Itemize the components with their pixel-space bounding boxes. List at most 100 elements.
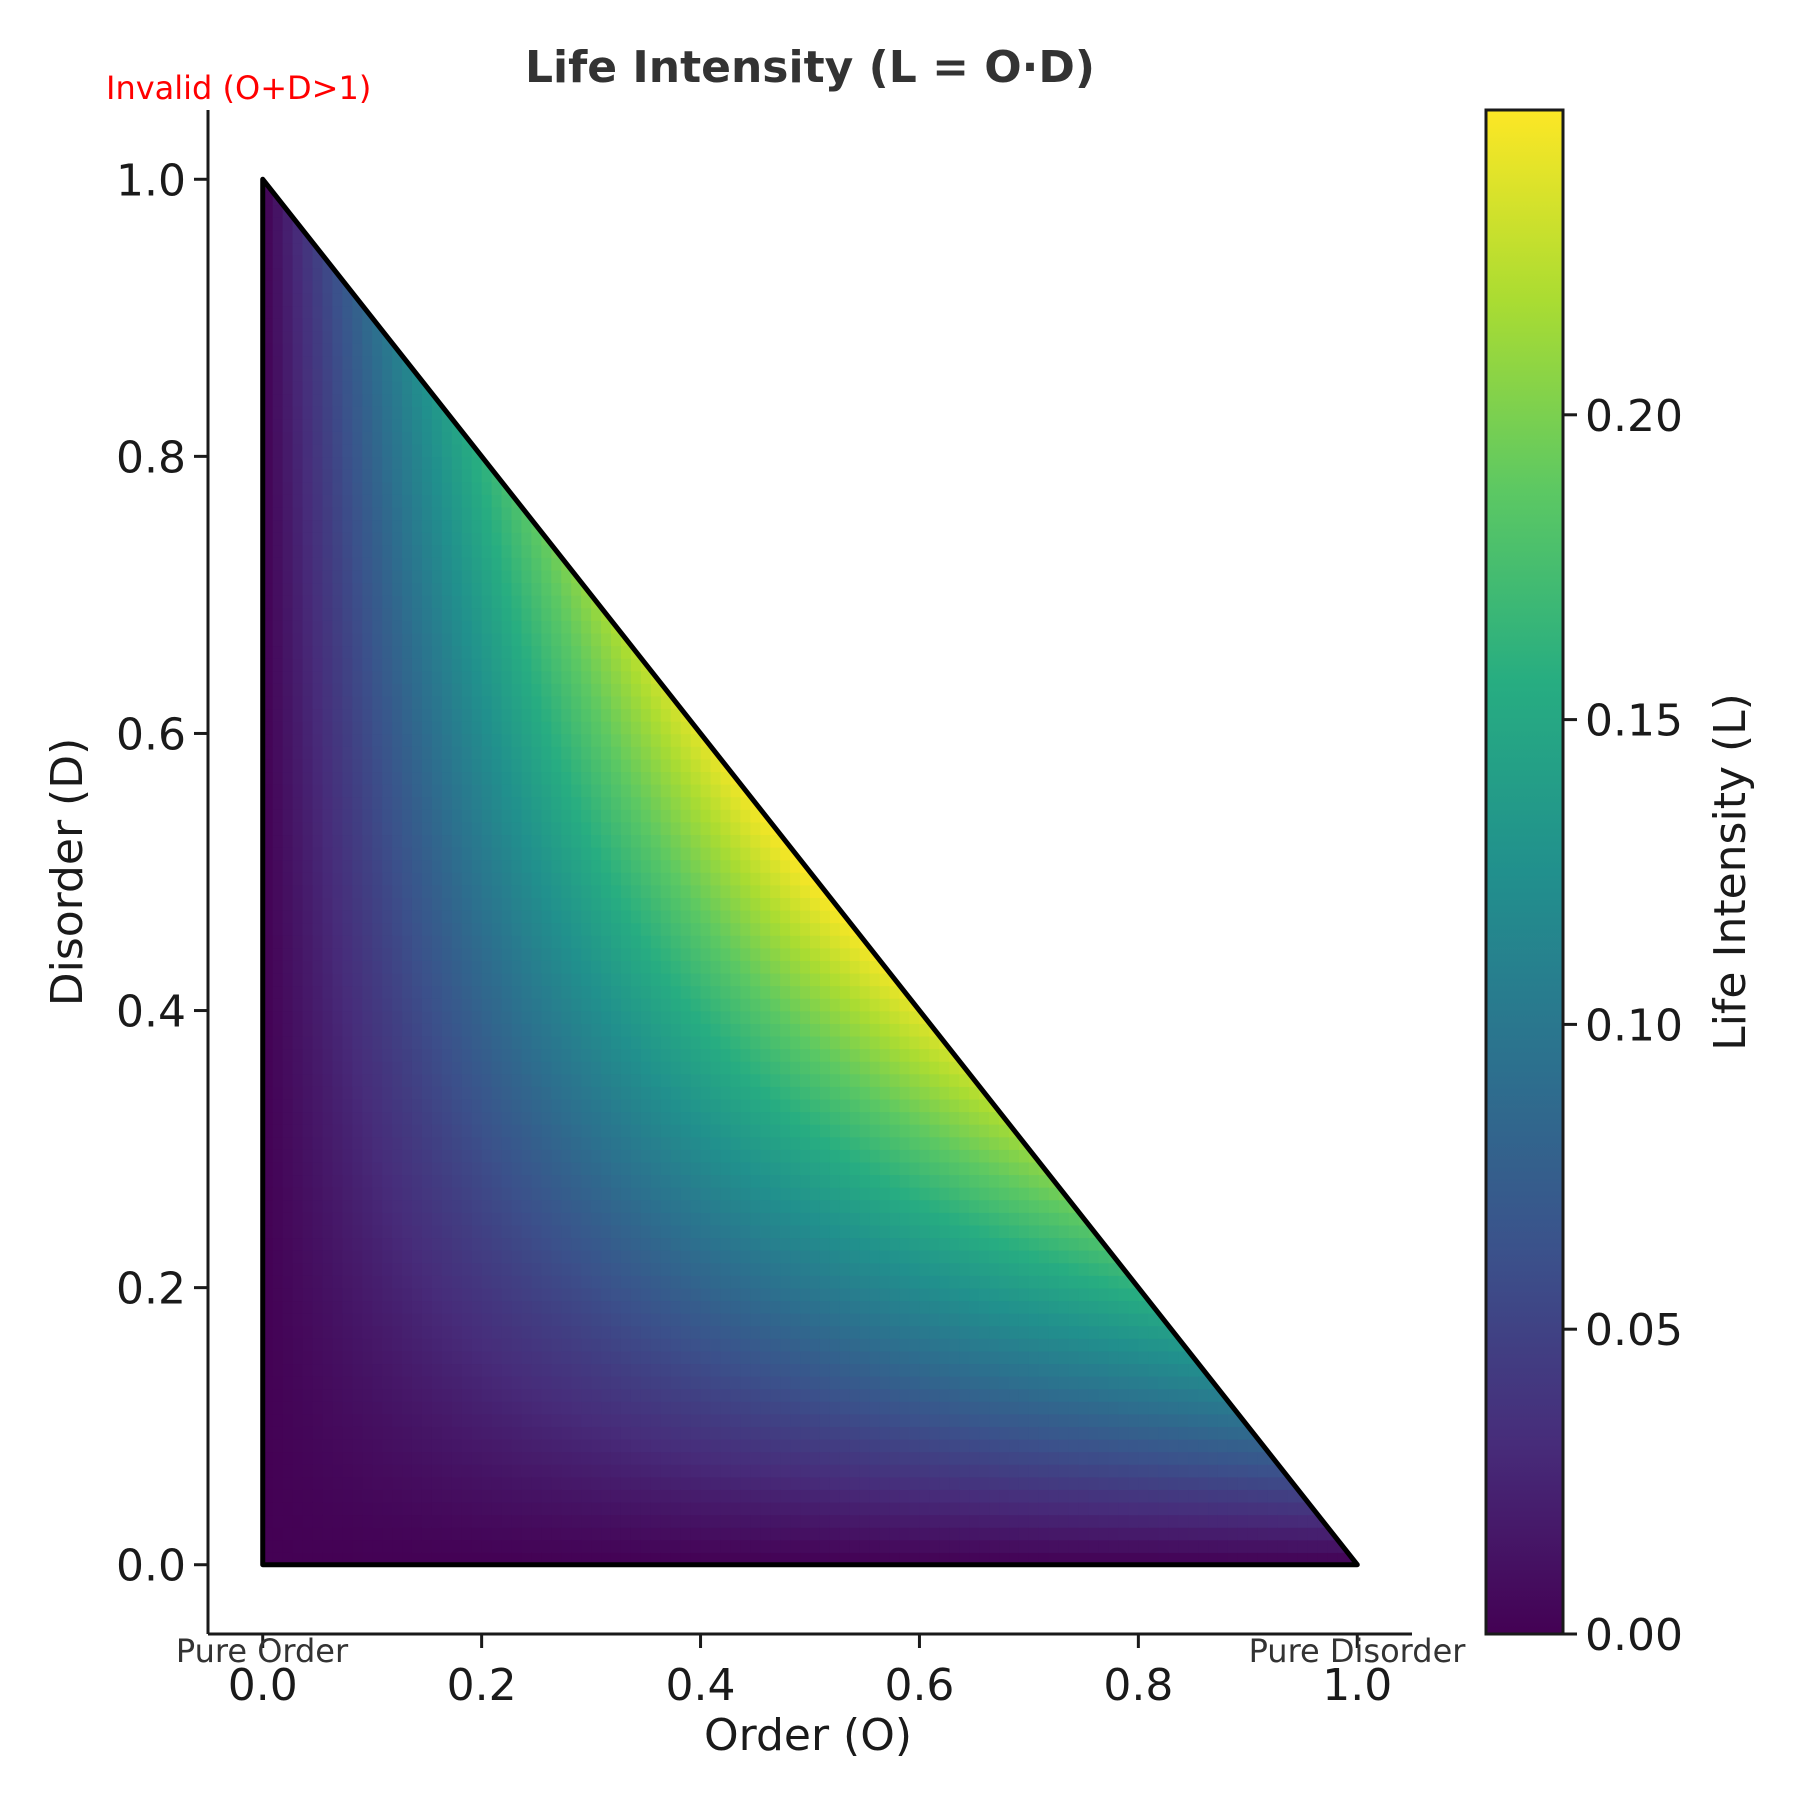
heatmap-cell	[332, 1438, 344, 1453]
heatmap-cell	[262, 557, 274, 571]
heatmap-cell	[441, 796, 453, 810]
heatmap-cell	[790, 1212, 801, 1226]
heatmap-cell	[561, 1312, 572, 1327]
heatmap-cell	[601, 1174, 612, 1188]
heatmap-cell	[292, 506, 304, 521]
heatmap-cell	[770, 1275, 781, 1289]
heatmap-cell	[322, 1325, 334, 1339]
heatmap-cell	[581, 607, 592, 621]
heatmap-cell	[382, 620, 393, 634]
heatmap-cell	[640, 1526, 652, 1541]
heatmap-cell	[272, 1136, 284, 1150]
heatmap-cell	[551, 783, 563, 798]
heatmap-cell	[491, 972, 503, 987]
heatmap-cell	[382, 431, 393, 445]
heatmap-cell	[411, 1501, 423, 1516]
heatmap-cell	[322, 393, 334, 407]
heatmap-cell	[262, 1186, 274, 1201]
heatmap-cell	[849, 1438, 861, 1453]
heatmap-cell	[431, 1375, 443, 1390]
heatmap-cell	[332, 1199, 344, 1213]
heatmap-cell	[601, 1199, 612, 1213]
heatmap-cell	[810, 1501, 821, 1516]
heatmap-cell	[700, 997, 712, 1012]
heatmap-cell	[859, 1249, 871, 1264]
heatmap-cell	[372, 897, 383, 911]
heatmap-cell	[282, 1438, 294, 1453]
heatmap-cell	[859, 1149, 871, 1163]
heatmap-cell	[541, 746, 553, 760]
heatmap-cell	[770, 1526, 781, 1541]
heatmap-cell	[292, 1451, 304, 1465]
heatmap-cell	[342, 1123, 354, 1138]
heatmap-cell	[272, 368, 284, 382]
heatmap-cell	[352, 783, 364, 798]
heatmap-cell	[501, 1287, 513, 1302]
heatmap-cell	[770, 1010, 781, 1024]
heatmap-cell	[362, 1098, 373, 1113]
heatmap-cell	[591, 1275, 602, 1289]
heatmap-cell	[362, 1199, 373, 1213]
heatmap-cell	[471, 1174, 483, 1188]
heatmap-cell	[660, 985, 672, 999]
heatmap-cell	[591, 1123, 602, 1138]
heatmap-cell	[810, 1552, 821, 1565]
heatmap-cell	[392, 670, 403, 684]
heatmap-cell	[561, 1501, 572, 1516]
heatmap-cell	[869, 1123, 881, 1138]
heatmap-cell	[800, 1489, 811, 1503]
heatmap-cell	[521, 657, 533, 672]
heatmap-cell	[690, 1489, 702, 1503]
heatmap-cell	[879, 1413, 891, 1427]
heatmap-cell	[491, 1400, 503, 1415]
heatmap-cell	[531, 632, 543, 647]
heatmap-cell	[282, 1073, 294, 1087]
heatmap-cell	[810, 1212, 821, 1226]
heatmap-cell	[710, 1350, 722, 1365]
heatmap-cell	[312, 1526, 324, 1541]
heatmap-cell	[471, 569, 483, 584]
heatmap-cell	[382, 1262, 393, 1276]
heatmap-cell	[571, 796, 582, 810]
heatmap-cell	[819, 1400, 831, 1415]
heatmap-cell	[402, 1161, 413, 1176]
heatmap-cell	[810, 947, 821, 961]
heatmap-cell	[750, 1338, 762, 1352]
heatmap-cell	[859, 1552, 871, 1565]
heatmap-cell	[402, 1363, 413, 1377]
heatmap-cell	[511, 821, 523, 836]
heatmap-cell	[322, 1174, 334, 1188]
heatmap-cell	[620, 695, 632, 710]
heatmap-cell	[282, 280, 294, 294]
heatmap-cell	[561, 1186, 572, 1201]
heatmap-cell	[531, 733, 543, 747]
heatmap-cell	[461, 1035, 473, 1050]
heatmap-cell	[272, 594, 284, 609]
heatmap-cell	[660, 1501, 672, 1516]
heatmap-cell	[849, 1552, 861, 1565]
heatmap-cell	[810, 1073, 821, 1087]
heatmap-cell	[262, 191, 274, 206]
heatmap-cell	[640, 1086, 652, 1100]
heatmap-cell	[511, 657, 523, 672]
heatmap-cell	[680, 1186, 692, 1201]
heatmap-cell	[362, 683, 373, 697]
heatmap-cell	[392, 1312, 403, 1327]
heatmap-cell	[521, 544, 533, 558]
heatmap-cell	[730, 872, 742, 886]
heatmap-cell	[342, 1199, 354, 1213]
heatmap-cell	[531, 859, 543, 873]
heatmap-cell	[829, 997, 841, 1012]
heatmap-cell	[312, 997, 324, 1012]
heatmap-cell	[272, 468, 284, 483]
heatmap-cell	[511, 771, 523, 785]
heatmap-cell	[481, 1073, 493, 1087]
heatmap-cell	[471, 1212, 483, 1226]
heatmap-cell	[312, 1312, 324, 1327]
heatmap-cell	[610, 1249, 622, 1264]
heatmap-cell	[581, 620, 592, 634]
heatmap-cell	[441, 834, 453, 848]
heatmap-cell	[461, 1249, 473, 1264]
heatmap-cell	[322, 1476, 334, 1490]
heatmap-cell	[501, 934, 513, 949]
